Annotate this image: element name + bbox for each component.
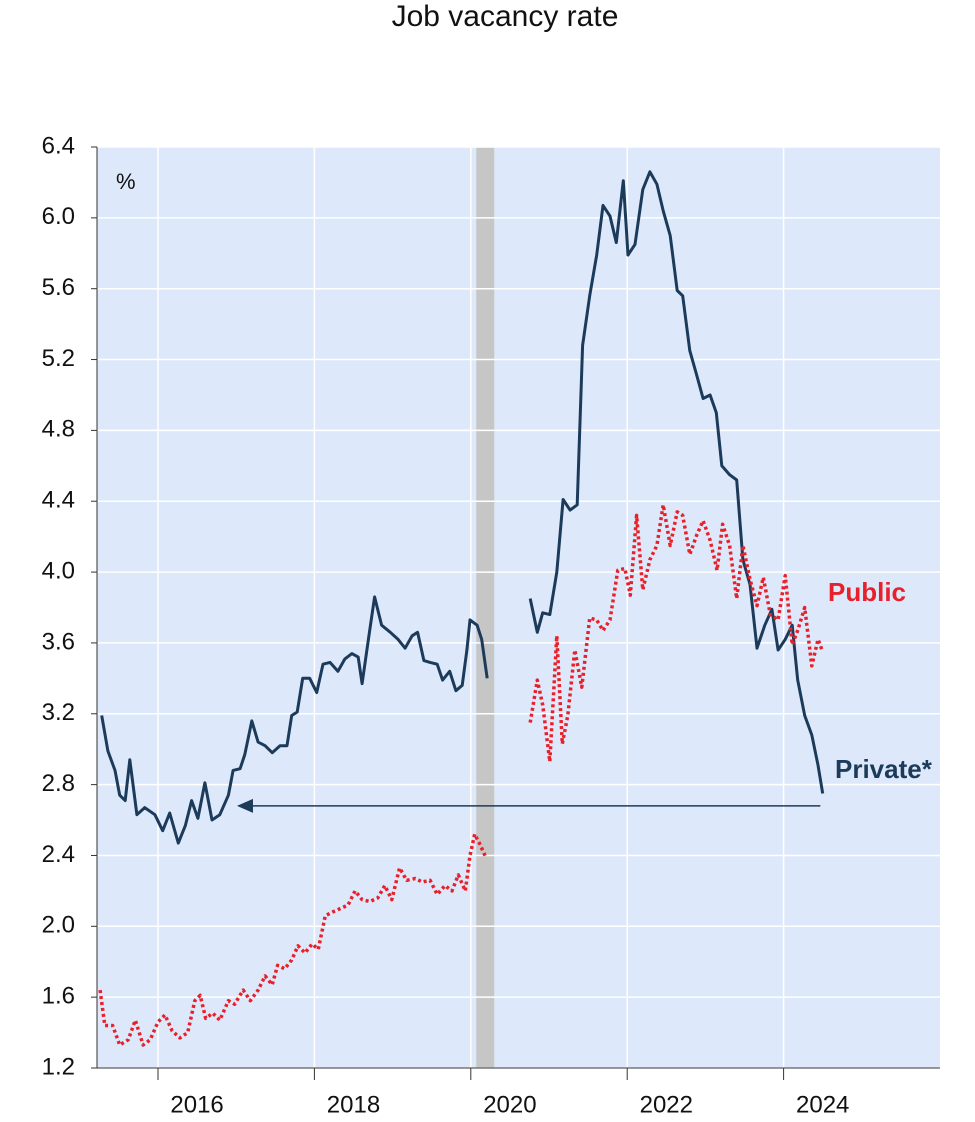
- series-label: Public: [828, 577, 906, 607]
- y-tick-label: 5.2: [42, 345, 75, 372]
- plot-background: [97, 147, 940, 1068]
- y-tick-label: 4.8: [42, 416, 75, 443]
- x-tick-label: 2020: [483, 1091, 536, 1118]
- series-line: [100, 170, 825, 845]
- y-tick-label: 4.4: [42, 487, 75, 514]
- x-tick-label: 2016: [170, 1091, 223, 1118]
- y-tick-label: 4.0: [42, 557, 75, 584]
- y-tick-label: 6.0: [42, 203, 75, 230]
- y-tick-label: 5.6: [42, 274, 75, 301]
- y-tick-label: 3.6: [42, 628, 75, 655]
- x-tick-label: 2022: [640, 1091, 693, 1118]
- y-tick-label: 2.0: [42, 912, 75, 939]
- arrow-head: [236, 798, 253, 813]
- shaded-period: [476, 147, 495, 1068]
- y-tick-label: 1.2: [42, 1053, 75, 1080]
- y-tick-label: 3.2: [42, 699, 75, 726]
- series-label: Private*: [835, 754, 933, 784]
- chart-title: Job vacancy rate: [392, 0, 619, 33]
- series-line: [98, 503, 825, 1047]
- y-tick-label: 6.4: [42, 132, 75, 159]
- x-tick-label: 2024: [796, 1091, 849, 1118]
- unit-label: %: [116, 169, 136, 194]
- y-tick-label: 2.8: [42, 770, 75, 797]
- y-tick-label: 1.6: [42, 982, 75, 1009]
- x-tick-label: 2018: [327, 1091, 380, 1118]
- y-tick-label: 2.4: [42, 841, 75, 868]
